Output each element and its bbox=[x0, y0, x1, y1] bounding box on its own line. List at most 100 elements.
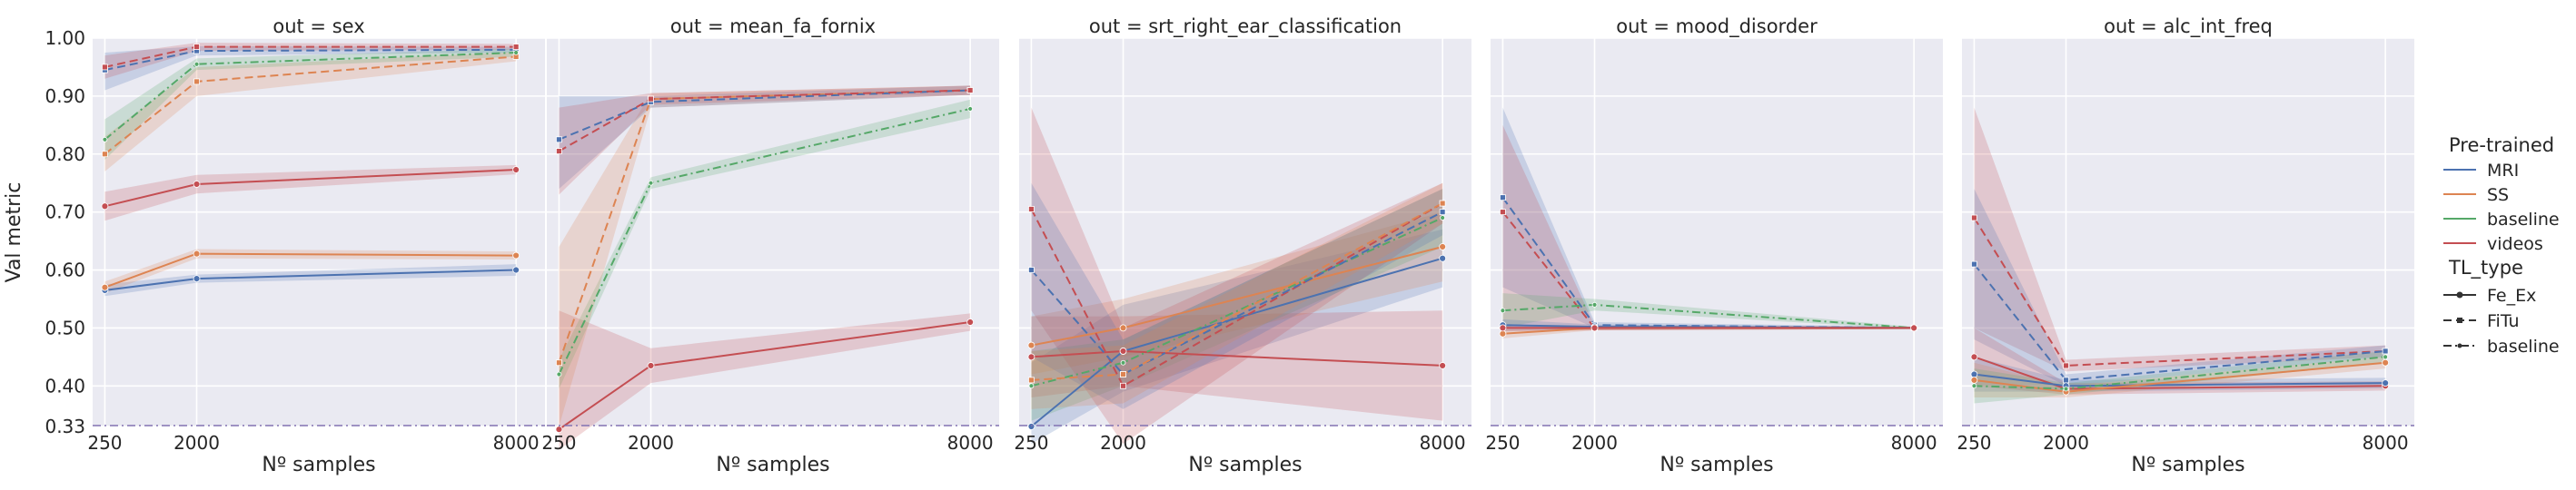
series-line bbox=[1030, 202, 1443, 387]
data-point bbox=[1910, 324, 1918, 332]
confidence-band bbox=[1031, 189, 1443, 421]
data-point bbox=[1970, 376, 1978, 384]
data-point bbox=[1119, 348, 1127, 355]
data-point bbox=[1499, 329, 1507, 338]
data-point bbox=[1028, 206, 1035, 212]
x-axis-label: Nº samples bbox=[262, 454, 375, 476]
legend-label: SS bbox=[2487, 185, 2509, 205]
y-tick-label: 0.40 bbox=[45, 375, 85, 397]
legend: Pre-trained MRI SS baseline videos TL_type Fe_… bbox=[2443, 134, 2560, 357]
series-line bbox=[558, 89, 971, 364]
data-point bbox=[1499, 324, 1507, 332]
confidence-band bbox=[1031, 310, 1443, 421]
confidence-band bbox=[559, 85, 971, 190]
data-point bbox=[102, 151, 108, 158]
x-tick-label: 250 bbox=[541, 432, 576, 454]
x-tick-label: 8000 bbox=[493, 432, 540, 454]
x-tick-label: 2000 bbox=[173, 432, 220, 454]
y-axis-label: Val metric bbox=[3, 182, 25, 283]
panel-title: out = srt_right_ear_classification bbox=[1089, 15, 1402, 38]
data-point bbox=[193, 275, 201, 283]
data-point bbox=[2063, 377, 2069, 384]
data-point bbox=[1971, 383, 1977, 389]
y-tick-label: 0.90 bbox=[45, 85, 85, 107]
data-point bbox=[966, 87, 974, 93]
legend-label: Fe_Ex bbox=[2487, 286, 2536, 306]
panel-background bbox=[547, 38, 999, 426]
data-point bbox=[1027, 423, 1035, 430]
x-tick-label: 8000 bbox=[2363, 432, 2409, 454]
data-point bbox=[1439, 243, 1447, 250]
series-line bbox=[1973, 217, 2386, 367]
data-point bbox=[1028, 383, 1035, 389]
confidence-band bbox=[1502, 293, 1915, 329]
data-point bbox=[1119, 324, 1127, 332]
y-tick-label: 0.70 bbox=[45, 201, 85, 223]
data-point bbox=[2382, 348, 2389, 355]
panel-3: out = srt_right_ear_classification 250 200… bbox=[1014, 15, 1471, 476]
confidence-band bbox=[1031, 211, 1443, 375]
data-point bbox=[1970, 370, 1978, 378]
data-point bbox=[1591, 301, 1598, 308]
data-point bbox=[647, 362, 655, 369]
data-point bbox=[102, 64, 108, 71]
data-point bbox=[1440, 215, 1446, 220]
confidence-band bbox=[1502, 124, 1915, 330]
data-point bbox=[2383, 354, 2389, 360]
panel-title: out = mood_disorder bbox=[1616, 15, 1818, 38]
legend-marker bbox=[2457, 343, 2462, 348]
data-point bbox=[1971, 260, 1977, 268]
legend-label: MRI bbox=[2487, 161, 2519, 181]
x-tick-label: 2000 bbox=[628, 432, 674, 454]
data-point bbox=[2382, 358, 2390, 367]
legend-label: FiTu bbox=[2487, 311, 2520, 331]
x-axis-label: Nº samples bbox=[716, 454, 829, 476]
data-point bbox=[1439, 200, 1446, 207]
x-tick-label: 8000 bbox=[1891, 432, 1937, 454]
y-tick-label: 0.80 bbox=[45, 143, 85, 165]
confidence-band bbox=[1031, 182, 1443, 409]
data-point bbox=[2382, 379, 2390, 387]
data-point bbox=[1120, 382, 1126, 389]
data-point bbox=[193, 44, 200, 50]
data-point bbox=[1500, 209, 1506, 216]
x-tick-label: 2000 bbox=[1571, 432, 1618, 454]
data-point bbox=[1500, 194, 1506, 201]
data-point bbox=[512, 166, 520, 173]
confidence-band bbox=[104, 164, 517, 221]
data-point bbox=[102, 136, 108, 142]
confidence-band bbox=[1974, 357, 2386, 392]
confidence-band bbox=[1031, 107, 1443, 445]
data-point bbox=[967, 106, 974, 112]
x-tick-label: 250 bbox=[1485, 432, 1520, 454]
confidence-band bbox=[104, 52, 517, 172]
confidence-band bbox=[1031, 229, 1443, 445]
data-point bbox=[512, 251, 520, 260]
data-point bbox=[1027, 341, 1035, 349]
x-tick-label: 250 bbox=[1014, 432, 1048, 454]
series-line bbox=[104, 52, 517, 141]
series-line bbox=[1031, 217, 1443, 387]
x-tick-label: 8000 bbox=[1420, 432, 1466, 454]
y-tick-label: 0.33 bbox=[45, 416, 85, 437]
x-tick-label: 8000 bbox=[947, 432, 994, 454]
x-tick-label: 250 bbox=[87, 432, 122, 454]
legend-marker bbox=[2456, 291, 2463, 299]
data-point bbox=[556, 371, 562, 377]
data-point bbox=[193, 78, 200, 85]
data-point bbox=[1500, 308, 1506, 314]
data-point bbox=[966, 318, 975, 326]
data-point bbox=[101, 283, 109, 291]
data-point bbox=[1027, 353, 1035, 361]
data-point bbox=[1439, 254, 1447, 262]
x-tick-label: 250 bbox=[1957, 432, 1991, 454]
data-point bbox=[2063, 386, 2069, 392]
confidence-band bbox=[104, 249, 517, 294]
panel-background bbox=[1019, 38, 1471, 426]
data-point bbox=[193, 181, 201, 188]
data-point bbox=[1120, 359, 1126, 366]
legend-title-tltype: TL_type bbox=[2448, 257, 2523, 279]
panel-background bbox=[1491, 38, 1943, 426]
panel-title: out = mean_fa_fornix bbox=[670, 15, 876, 38]
